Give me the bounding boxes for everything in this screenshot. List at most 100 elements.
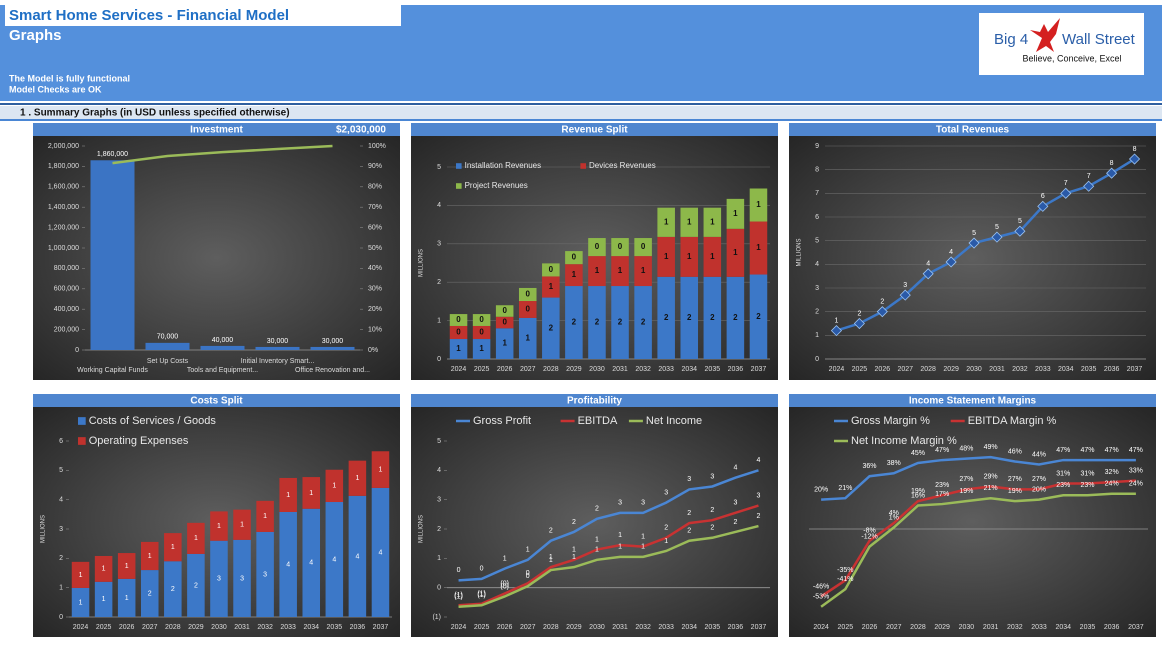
bar-segment — [256, 500, 274, 532]
bar-segment — [680, 236, 699, 277]
data-label: 30,000 — [267, 338, 289, 345]
x-tick-label: 2024 — [451, 366, 467, 373]
data-label: 44% — [1032, 451, 1046, 458]
y-tick-label: (1) — [432, 614, 441, 621]
bar-segment — [518, 317, 537, 359]
data-label: 2 — [595, 506, 599, 513]
x-tick-label: 2030 — [211, 624, 227, 631]
bar-segment — [680, 276, 699, 359]
y-tick-label: 4 — [437, 202, 441, 209]
data-label: 1 — [710, 252, 715, 261]
bar-segment — [611, 286, 629, 359]
x-tick-label: 2027 — [520, 366, 536, 373]
y-tick-label: 1 — [437, 555, 441, 562]
data-label: 1 — [756, 200, 761, 209]
data-label: 1 — [332, 483, 336, 490]
data-label: 2 — [757, 513, 761, 520]
y-tick-label: 800,000 — [54, 265, 79, 272]
x-tick-label: 2032 — [257, 624, 273, 631]
data-label: 1 — [456, 344, 461, 353]
x-tick-label: 2025 — [96, 624, 112, 631]
y-tick-label: 7 — [815, 190, 819, 197]
data-label: 4 — [286, 561, 290, 568]
data-label: 4 — [309, 560, 313, 567]
x-tick-label: 2033 — [658, 366, 674, 373]
marker — [922, 268, 934, 280]
bar-segment — [94, 555, 113, 582]
bar-segment — [449, 314, 468, 326]
data-label: 1 — [379, 466, 383, 473]
x-tick-label: 2025 — [852, 366, 868, 373]
data-label: 1 — [240, 522, 244, 529]
data-label: 1 — [526, 334, 531, 343]
chart-title-bar — [411, 394, 778, 407]
x-tick-label: 2032 — [635, 624, 651, 631]
data-label: 1 — [102, 596, 106, 603]
data-label: 1 — [733, 209, 738, 218]
bar-segment — [371, 451, 390, 488]
data-label: (1) — [454, 594, 463, 601]
data-label: 1 — [641, 266, 646, 275]
y2-tick-label: 100% — [368, 143, 386, 150]
data-label: 2 — [664, 313, 669, 322]
marker — [1037, 200, 1049, 212]
data-label: 70,000 — [157, 334, 179, 341]
data-label: 27% — [1032, 476, 1046, 483]
x-tick-label: 2031 — [234, 624, 250, 631]
bar-segment — [210, 511, 228, 541]
x-tick-label: 2028 — [543, 624, 559, 631]
data-label: 23% — [935, 482, 949, 489]
data-label: 0 — [595, 242, 600, 251]
section-title: 1 . Summary Graphs (in USD unless specif… — [20, 108, 290, 119]
line — [458, 504, 759, 607]
x-tick-label: 2036 — [1104, 624, 1120, 631]
legend-label: Project Revenues — [465, 181, 528, 190]
y-tick-label: 1 — [59, 585, 63, 592]
data-label: 2 — [194, 582, 198, 589]
x-tick-label: 2037 — [373, 624, 389, 631]
y-tick-label: 1,400,000 — [48, 204, 79, 211]
data-label: 1 — [194, 535, 198, 542]
x-tick-label: Office Renovation and... — [295, 367, 370, 374]
data-label: 1 — [687, 217, 692, 226]
legend-label: EBITDA — [578, 415, 618, 427]
data-label: 3 — [641, 500, 645, 507]
y-tick-label: 1,600,000 — [48, 184, 79, 191]
data-label: 33% — [1129, 467, 1143, 474]
data-label: 1,860,000 — [97, 151, 128, 158]
bar-segment — [117, 553, 136, 579]
y-tick-label: 200,000 — [54, 326, 79, 333]
data-label: 0 — [526, 570, 530, 577]
marker — [899, 289, 911, 301]
y-tick-label: 1,200,000 — [48, 224, 79, 231]
x-tick-label: 2035 — [327, 624, 343, 631]
bar-segment — [657, 207, 675, 237]
x-tick-label: Working Capital Funds — [77, 367, 148, 374]
data-label: 1 — [664, 252, 669, 261]
y-tick-label: 6 — [59, 438, 63, 445]
data-label: 1 — [502, 339, 507, 348]
data-label: 3 — [664, 489, 668, 496]
data-label: 0 — [502, 306, 507, 315]
data-label: 3 — [263, 571, 267, 578]
data-label: 2 — [733, 313, 738, 322]
x-tick-label: 2037 — [751, 624, 767, 631]
data-label: 2 — [641, 318, 646, 327]
x-tick-label: 2031 — [983, 624, 999, 631]
x-tick-label: 2035 — [705, 624, 721, 631]
title-box — [5, 5, 401, 26]
y-tick-label: 2,000,000 — [48, 143, 79, 150]
data-label: 3 — [618, 500, 622, 507]
data-label: 46% — [1008, 448, 1022, 455]
x-tick-label: 2028 — [543, 366, 559, 373]
x-tick-label: 2033 — [280, 624, 296, 631]
data-label: 2 — [572, 318, 577, 327]
status-line: The Model is fully functional — [9, 73, 130, 83]
data-label: 1 — [618, 544, 622, 551]
chart-title: Revenue Split — [561, 125, 628, 136]
x-tick-label: 2035 — [705, 366, 721, 373]
x-tick-label: 2033 — [1031, 624, 1047, 631]
logo-eagle — [1030, 18, 1060, 52]
data-label: 2 — [618, 318, 623, 327]
